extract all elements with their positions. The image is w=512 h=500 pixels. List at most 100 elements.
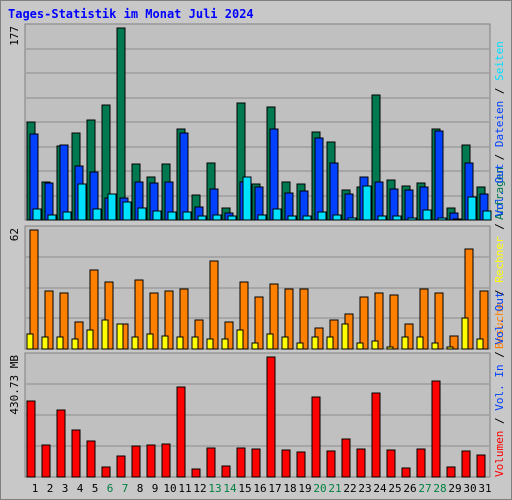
bar-seiten-day-27 — [422, 209, 432, 221]
bar-seiten-day-14 — [227, 215, 237, 221]
bar-besuche-day-11 — [179, 288, 189, 350]
bar-volumen-day-5 — [86, 440, 96, 478]
bar-besuche-day-13 — [209, 260, 219, 350]
x-tick-label-day-12: 12 — [193, 482, 206, 495]
bar-seiten-day-22 — [347, 217, 357, 221]
y-max-label: 177 — [8, 26, 21, 46]
bar-seiten-day-7 — [122, 201, 132, 221]
bar-volumen-day-20 — [311, 396, 321, 478]
x-tick-label-day-17: 17 — [268, 482, 281, 495]
bar-besuche-day-30 — [464, 248, 474, 350]
bar-rechner-day-13 — [206, 338, 214, 350]
x-tick-label-day-19: 19 — [298, 482, 311, 495]
bar-besuche-day-27 — [419, 288, 429, 350]
bar-besuche-day-2 — [44, 290, 54, 350]
bar-volumen-day-26 — [401, 467, 411, 478]
chart-title: Tages-Statistik im Monat Juli 2024 — [8, 7, 254, 21]
bar-volumen-day-16 — [251, 448, 261, 478]
bar-volumen-day-1 — [26, 400, 36, 478]
bar-dateien-day-2 — [44, 182, 54, 221]
bar-seiten-day-8 — [137, 207, 147, 221]
bar-seiten-day-2 — [47, 214, 57, 221]
x-tick-label-day-9: 9 — [152, 482, 159, 495]
bar-dateien-day-17 — [269, 128, 279, 221]
bar-rechner-day-27 — [416, 336, 424, 350]
bar-dateien-day-21 — [329, 162, 339, 221]
bar-volumen-day-8 — [131, 445, 141, 478]
x-tick-label-day-8: 8 — [137, 482, 144, 495]
bar-volumen-day-4 — [71, 429, 81, 478]
bar-seiten-day-20 — [317, 211, 327, 221]
bar-seiten-day-19 — [302, 215, 312, 221]
x-tick-label-day-27: 27 — [418, 482, 431, 495]
bar-dateien-day-20 — [314, 137, 324, 221]
bar-volumen-day-7 — [116, 455, 126, 478]
bar-dateien-day-11 — [179, 132, 189, 221]
bar-besuche-day-12 — [194, 319, 204, 350]
bar-besuche-day-21 — [329, 319, 339, 350]
x-tick-label-day-30: 30 — [463, 482, 476, 495]
x-tick-label-day-14: 14 — [223, 482, 237, 495]
bar-besuche-day-19 — [299, 288, 309, 350]
bar-seiten-day-11 — [182, 211, 192, 221]
x-tick-label-day-24: 24 — [373, 482, 387, 495]
bar-dateien-day-22 — [344, 193, 354, 221]
legend-entry: Anfragen — [493, 167, 506, 220]
bar-seiten-day-25 — [392, 215, 402, 221]
bar-seiten-day-12 — [197, 215, 207, 221]
bar-volumen-day-11 — [176, 386, 186, 478]
bar-seiten-day-29 — [452, 218, 462, 221]
bar-seiten-day-5 — [92, 208, 102, 221]
bar-rechner-day-8 — [131, 336, 139, 350]
bar-rechner-day-16 — [251, 342, 259, 350]
bar-rechner-day-29 — [446, 346, 454, 350]
bar-rechner-day-26 — [401, 336, 409, 350]
bar-volumen-day-19 — [296, 451, 306, 478]
bar-seiten-day-21 — [332, 214, 342, 221]
bar-volumen-day-28 — [431, 380, 441, 478]
bar-seiten-day-24 — [377, 215, 387, 221]
bar-besuche-day-9 — [149, 292, 159, 350]
bar-besuche-day-29 — [449, 335, 459, 350]
bar-volumen-day-3 — [56, 409, 66, 478]
bar-rechner-day-10 — [161, 335, 169, 350]
x-tick-label-day-11: 11 — [178, 482, 191, 495]
bar-rechner-day-3 — [56, 336, 64, 350]
x-tick-label-day-23: 23 — [358, 482, 371, 495]
x-tick-label-day-16: 16 — [253, 482, 266, 495]
bar-volumen-day-21 — [326, 450, 336, 478]
bar-rechner-day-21 — [326, 336, 334, 350]
bar-rechner-day-11 — [176, 336, 184, 350]
bar-dateien-day-1 — [29, 133, 39, 221]
legend-separator: / — [493, 283, 506, 303]
legend-entry: Seiten — [493, 41, 506, 81]
bar-seiten-day-1 — [32, 208, 42, 221]
bar-seiten-day-23 — [362, 185, 372, 221]
bar-seiten-day-10 — [167, 211, 177, 221]
bar-volumen-day-6 — [101, 466, 111, 478]
bar-volumen-day-24 — [371, 392, 381, 478]
legend-separator: / — [493, 345, 506, 365]
bar-volumen-day-15 — [236, 447, 246, 478]
bar-rechner-day-9 — [146, 333, 154, 350]
x-tick-label-day-20: 20 — [313, 482, 326, 495]
right-legend-panel-1: Anfragen / Dateien / Seiten — [493, 41, 506, 220]
bar-rechner-day-31 — [476, 338, 484, 350]
x-tick-label-day-28: 28 — [433, 482, 446, 495]
bar-besuche-day-16 — [254, 296, 264, 350]
bar-besuche-day-3 — [59, 292, 69, 350]
bar-rechner-day-6 — [101, 319, 109, 350]
bar-rechner-day-24 — [371, 340, 379, 350]
right-legend-panel-2: Besuche / Rechner / Vol. Out — [493, 164, 506, 349]
bar-volumen-day-9 — [146, 444, 156, 478]
x-tick-label-day-22: 22 — [343, 482, 356, 495]
bar-seiten-day-30 — [467, 196, 477, 221]
bar-seiten-day-9 — [152, 210, 162, 221]
x-tick-label-day-21: 21 — [328, 482, 341, 495]
x-tick-label-day-4: 4 — [77, 482, 84, 495]
bar-besuche-day-28 — [434, 292, 444, 350]
bar-seiten-day-28 — [437, 217, 447, 221]
legend-entry: Rechner — [493, 236, 506, 283]
bar-besuche-day-6 — [104, 281, 114, 350]
bar-volumen-day-10 — [161, 443, 171, 478]
